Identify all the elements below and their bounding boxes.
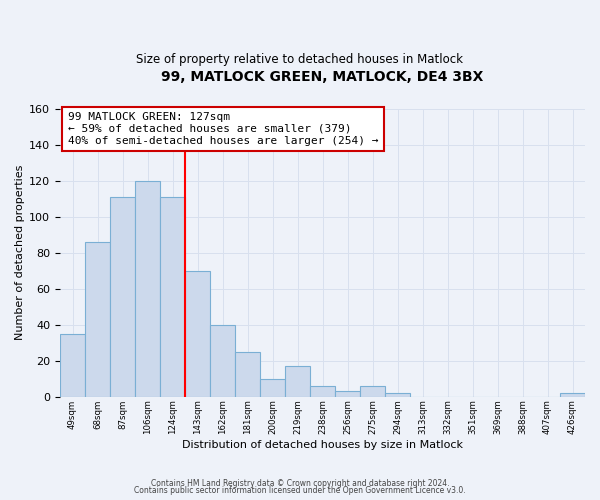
Bar (160, 197, 185, 397)
Y-axis label: Number of detached properties: Number of detached properties (15, 165, 25, 340)
Bar (85, 242, 110, 397)
Text: Size of property relative to detached houses in Matlock: Size of property relative to detached ho… (137, 52, 464, 66)
Bar (560, 393, 585, 397)
Text: Contains HM Land Registry data © Crown copyright and database right 2024.: Contains HM Land Registry data © Crown c… (151, 478, 449, 488)
Text: Contains public sector information licensed under the Open Government Licence v3: Contains public sector information licen… (134, 486, 466, 495)
Bar (110, 197, 135, 397)
Title: 99, MATLOCK GREEN, MATLOCK, DE4 3BX: 99, MATLOCK GREEN, MATLOCK, DE4 3BX (161, 70, 484, 84)
X-axis label: Distribution of detached houses by size in Matlock: Distribution of detached houses by size … (182, 440, 463, 450)
Bar (235, 352, 260, 397)
Bar (285, 366, 310, 397)
Bar (360, 386, 385, 397)
Bar (310, 386, 335, 397)
Bar (385, 393, 410, 397)
Bar (60, 334, 85, 397)
Bar (335, 392, 360, 397)
Bar (185, 271, 210, 397)
Text: 99 MATLOCK GREEN: 127sqm
← 59% of detached houses are smaller (379)
40% of semi-: 99 MATLOCK GREEN: 127sqm ← 59% of detach… (68, 112, 378, 146)
Bar (260, 379, 285, 397)
Bar (135, 181, 160, 397)
Bar (210, 325, 235, 397)
